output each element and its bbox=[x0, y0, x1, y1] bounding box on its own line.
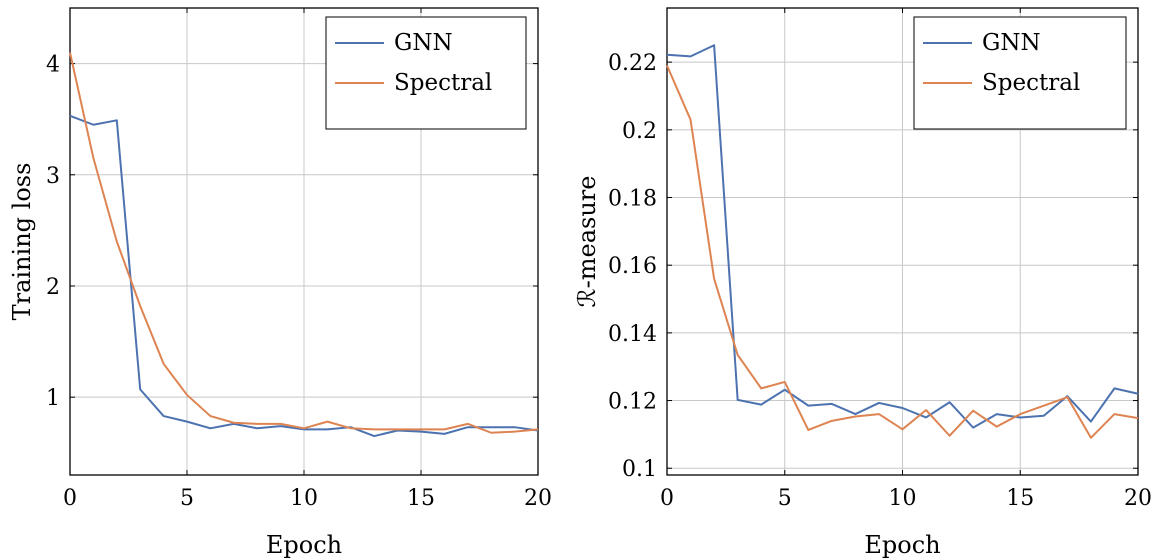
c1-y-tick-label: 0.2 bbox=[622, 119, 657, 144]
c1-y-tick-label: 0.18 bbox=[608, 187, 657, 212]
c1-series-line-gnn bbox=[666, 44, 1139, 429]
c0-y-tick-label: 3 bbox=[46, 164, 60, 189]
c1-y-tick-label: 0.14 bbox=[608, 322, 657, 347]
c0-legend-box bbox=[325, 16, 527, 130]
c0-x-tick-label: 15 bbox=[407, 486, 435, 511]
c1-x-tick-label: 15 bbox=[1006, 486, 1034, 511]
c1-x-axis-label: Epoch bbox=[864, 531, 940, 559]
c1-y-tick-label: 0.22 bbox=[608, 51, 657, 76]
c1-y-tick-label: 0.12 bbox=[608, 390, 657, 415]
c1-y-tick-label: 0.16 bbox=[608, 254, 657, 279]
c0-x-tick-label: 5 bbox=[180, 486, 194, 511]
training-loss-chart: 0 5 10 15 20 1 2 3 4 Epoch Training loss GNN Spectra… bbox=[8, 7, 552, 559]
c1-x-tick-label: 20 bbox=[1124, 486, 1152, 511]
c1-y-axis-label: ℛ-measure bbox=[573, 176, 601, 308]
c1-x-tick-label: 0 bbox=[660, 486, 674, 511]
c0-y-tick-label: 4 bbox=[46, 53, 60, 78]
c0-y-tick-label: 1 bbox=[46, 386, 60, 411]
c1-series-line-spectral bbox=[666, 65, 1139, 439]
c1-x-tick-label: 5 bbox=[778, 486, 792, 511]
c0-x-tick-label: 0 bbox=[63, 486, 77, 511]
c0-x-axis-label: Epoch bbox=[266, 531, 342, 559]
c1-legend-label: GNN bbox=[982, 30, 1041, 56]
c0-series-line-spectral bbox=[69, 52, 539, 434]
c1-legend-box bbox=[913, 16, 1127, 130]
c0-y-axis-label: Training loss bbox=[8, 163, 36, 321]
c0-legend-label: Spectral bbox=[394, 70, 492, 96]
c0-x-tick-label: 10 bbox=[290, 486, 318, 511]
c1-y-tick-label: 0.1 bbox=[622, 457, 657, 482]
c1-x-tick-label: 10 bbox=[889, 486, 917, 511]
c0-x-tick-label: 20 bbox=[524, 486, 552, 511]
c0-legend-label: GNN bbox=[394, 30, 453, 56]
c0-series-line-gnn bbox=[69, 114, 539, 438]
c0-y-tick-label: 2 bbox=[46, 275, 60, 300]
r-measure-chart: 0 5 10 15 20 0.1 0.12 0.14 0.16 0.18 0.2 0.22 Epoch ℛ… bbox=[573, 7, 1152, 559]
c1-legend-label: Spectral bbox=[982, 70, 1080, 96]
